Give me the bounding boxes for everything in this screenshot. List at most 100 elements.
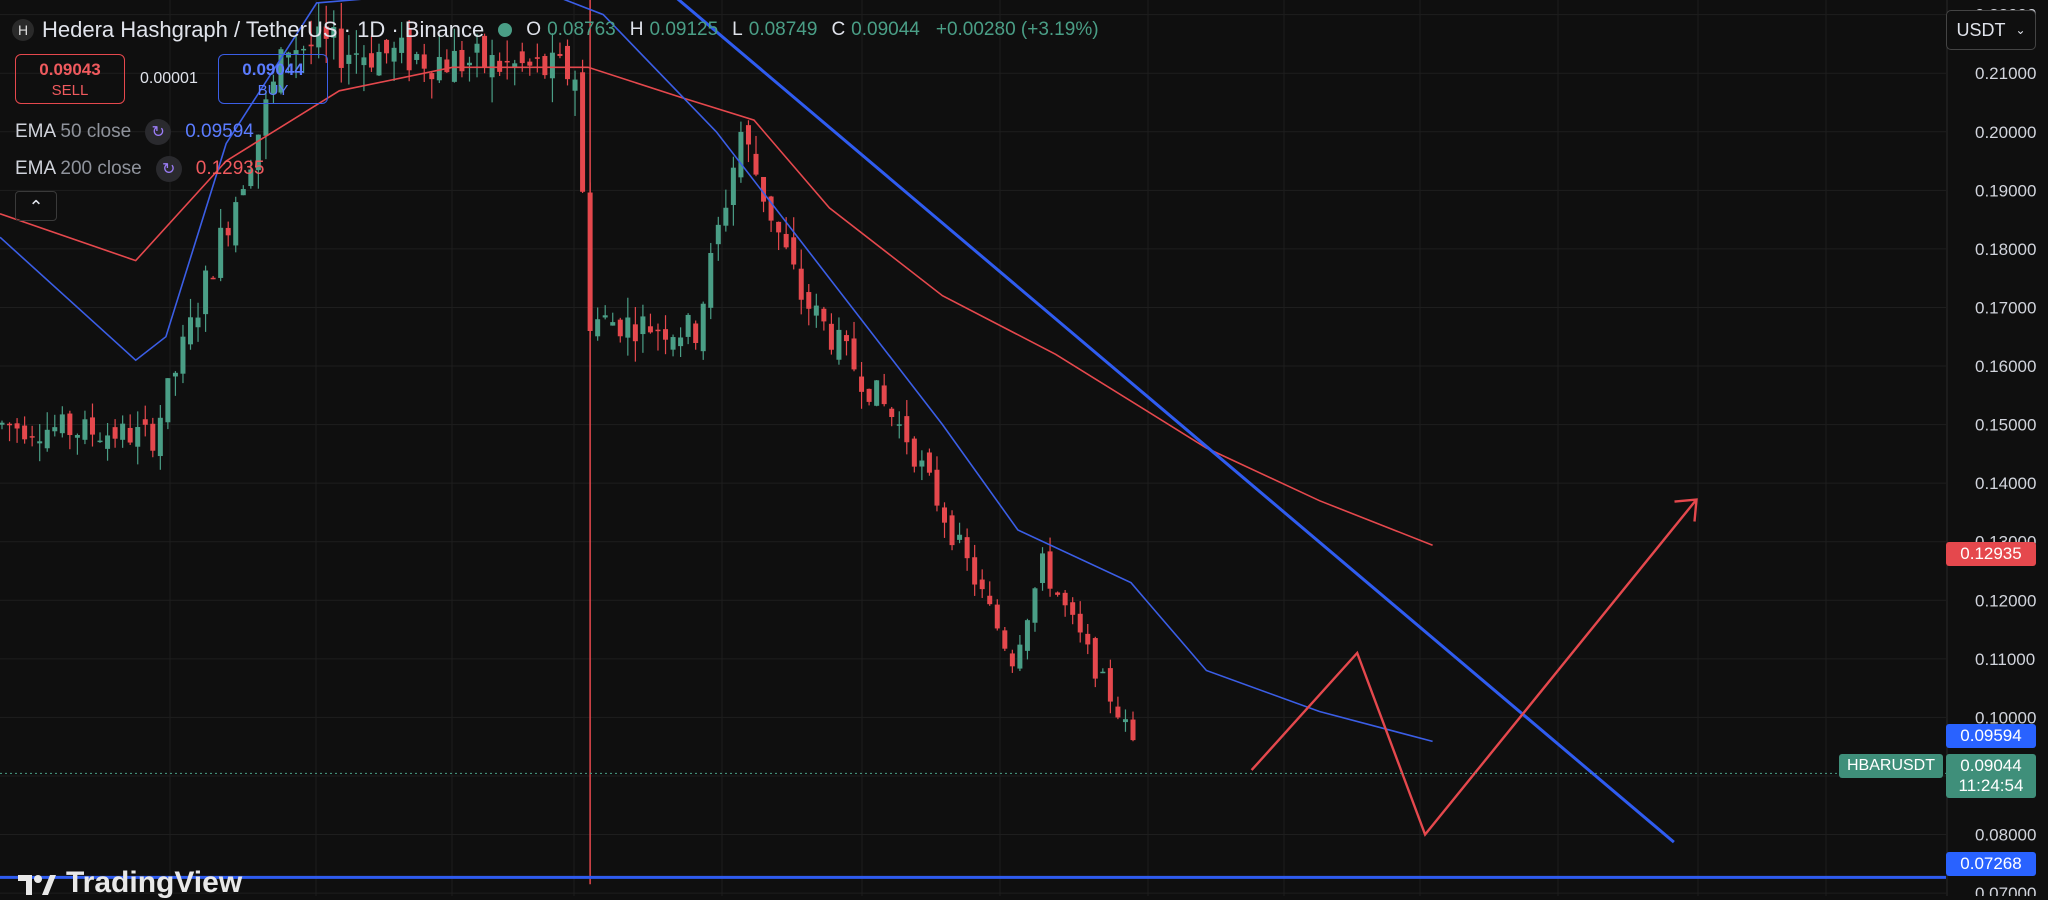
candle-body: [678, 337, 684, 347]
indicator-ema50[interactable]: EMA 50 close ↻ 0.09594: [15, 117, 254, 147]
candle-body: [376, 51, 382, 76]
candle-body: [255, 134, 261, 171]
candle-body: [150, 423, 156, 451]
sell-label: SELL: [51, 82, 89, 99]
candle-body: [1002, 630, 1008, 649]
collapse-legend-button[interactable]: ⌃: [15, 191, 57, 221]
buy-price: 0.09044: [242, 60, 304, 79]
candle-body: [783, 233, 789, 248]
candle-body: [904, 416, 910, 443]
candle-body: [1055, 592, 1061, 595]
candle-body: [572, 79, 578, 91]
ema50-line: [0, 0, 1433, 743]
candle-body: [610, 322, 616, 326]
buy-button[interactable]: 0.09044 BUY: [218, 54, 328, 104]
indicator-settings-icon[interactable]: ↻: [155, 156, 182, 182]
candle-body: [157, 417, 163, 457]
candle-body: [761, 176, 767, 202]
candle-body: [889, 408, 895, 418]
tradingview-logo[interactable]: TradingView: [18, 866, 242, 900]
candle-body: [1062, 592, 1068, 606]
high-key: H: [629, 19, 644, 40]
indicator-ema200[interactable]: EMA 200 close ↻ 0.12935: [15, 154, 264, 184]
candle-body: [316, 26, 322, 48]
candle-body: [218, 227, 224, 278]
candle-body: [444, 59, 450, 73]
candle-body: [859, 376, 865, 392]
candle-body: [730, 167, 736, 205]
candle-body: [700, 303, 706, 352]
candle-body: [286, 52, 292, 58]
candle-body: [29, 436, 35, 438]
candle-body: [957, 534, 963, 540]
candle-body: [1122, 719, 1128, 723]
candle-body: [14, 423, 20, 429]
candle-body: [549, 52, 555, 79]
indicator-value: 0.12935: [195, 158, 265, 179]
projection-path: [1250, 498, 1698, 837]
candle-body: [112, 427, 118, 439]
candle-body: [391, 47, 397, 62]
candle-body: [580, 72, 586, 192]
currency-selector[interactable]: USDT ⌄: [1946, 10, 2036, 50]
candle-body: [1070, 602, 1076, 615]
indicator-value: 0.09594: [185, 121, 254, 142]
candle-body: [685, 314, 691, 337]
descending-trendline: [676, 0, 1675, 844]
y-tick-label: 0.08000: [1975, 826, 2036, 845]
candle-body: [655, 329, 661, 332]
candle-body: [195, 317, 201, 328]
ohlc-readout: O 0.08763 H 0.09125 L 0.08749 C 0.09044: [526, 19, 928, 41]
candle-body: [0, 422, 5, 425]
y-tick-label: 0.21000: [1975, 64, 2036, 83]
candle-body: [203, 270, 209, 315]
candle-body: [738, 131, 744, 178]
candle-body: [1100, 671, 1106, 674]
candle-body: [172, 372, 178, 377]
candle-body: [301, 48, 307, 51]
candle-body: [225, 227, 231, 236]
candle-body: [135, 427, 141, 447]
candle-body: [715, 224, 721, 245]
indicator-settings-icon[interactable]: ↻: [145, 119, 172, 145]
candle-body: [308, 44, 314, 47]
candle-body: [776, 221, 782, 233]
candle-body: [7, 423, 13, 426]
close-key: C: [831, 19, 846, 40]
candle-body: [693, 323, 699, 343]
candle-body: [745, 125, 751, 145]
candle-body: [384, 39, 390, 54]
candle-body: [142, 419, 148, 425]
candle-body: [534, 57, 540, 59]
candle-body: [368, 53, 374, 68]
candle-body: [813, 305, 819, 316]
candle-body: [240, 189, 246, 196]
candle-body: [293, 50, 299, 55]
symbol-icon[interactable]: H: [12, 19, 34, 41]
candle-body: [210, 277, 216, 280]
candle-body: [1017, 644, 1023, 669]
symbol-title[interactable]: Hedera Hashgraph / TetherUS · 1D · Binan…: [42, 17, 485, 42]
candle-body: [557, 53, 563, 56]
candle-body: [414, 54, 420, 60]
sell-button[interactable]: 0.09043 SELL: [15, 54, 125, 104]
projection-arrowhead: [1674, 498, 1698, 522]
candle-body: [474, 43, 480, 53]
candle-body: [595, 319, 601, 337]
candle-body: [466, 62, 472, 66]
buy-label: BUY: [257, 82, 289, 99]
candle-body: [278, 49, 284, 93]
ema200-price-tag: 0.12935: [1946, 542, 2036, 566]
sell-price: 0.09043: [39, 60, 101, 79]
candle-body: [1009, 653, 1015, 667]
candle-body: [165, 378, 171, 423]
candle-body: [338, 28, 344, 68]
y-tick-label: 0.10000: [1975, 708, 2036, 727]
candle-body: [22, 425, 28, 440]
y-tick-label: 0.15000: [1975, 416, 2036, 435]
candle-body: [836, 329, 842, 360]
symbol-price-label: HBARUSDT: [1839, 754, 1943, 778]
candle-body: [74, 435, 80, 438]
candle-body: [512, 63, 518, 67]
